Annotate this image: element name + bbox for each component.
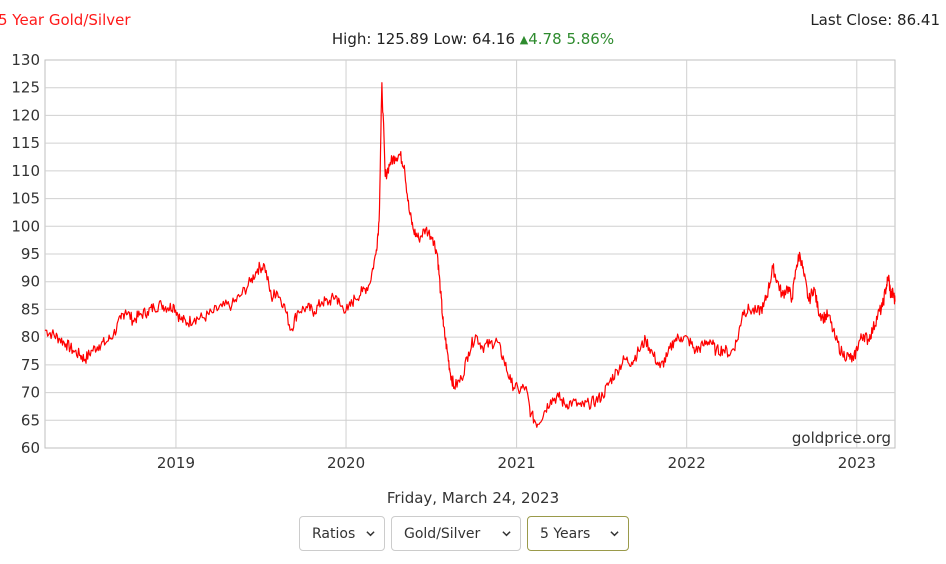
y-tick-label: 70 [21,384,40,402]
period-select-value: 5 Years [540,526,591,542]
x-tick-label: 2020 [327,454,365,472]
x-tick-label: 2019 [157,454,195,472]
chart-title: 5 Year Gold/Silver [0,11,131,29]
y-tick-label: 120 [11,106,40,124]
type-select-value: Ratios [312,526,356,542]
gold-silver-ratio-line [44,82,896,428]
y-tick-label: 85 [21,300,40,318]
type-select[interactable]: Ratios [299,516,385,551]
period-select[interactable]: 5 Years [527,516,629,551]
date-label: Friday, March 24, 2023 [386,489,560,507]
change-percent: 5.86% [566,30,615,48]
x-axis-ticks: 2019 2020 2021 2022 2023 [157,454,876,472]
chevron-down-icon [610,531,619,537]
x-tick-label: 2022 [668,454,706,472]
change-value: 4.78 [528,30,562,48]
y-tick-label: 90 [21,273,40,291]
high-value: 125.89 [376,30,429,48]
x-tick-label: 2023 [838,454,876,472]
chevron-down-icon [366,531,375,537]
y-tick-label: 115 [11,134,40,152]
pair-select[interactable]: Gold/Silver [391,516,521,551]
pair-select-value: Gold/Silver [404,526,481,542]
low-value: 64.16 [472,30,515,48]
chart-grid [44,59,896,449]
up-arrow-icon: ▲ [519,33,529,46]
chevron-down-icon [502,531,511,537]
y-axis-ticks: 60 65 70 75 80 85 90 95 100 105 110 115 120 125 130 [11,51,40,457]
y-tick-label: 95 [21,245,40,263]
y-tick-label: 130 [11,51,40,69]
y-tick-label: 105 [11,190,40,208]
last-close-value: 86.41 [897,11,940,29]
last-close: Last Close: 86.41 [810,11,940,29]
range-stats: High: 125.89 Low: 64.16 ▲4.78 5.86% [0,30,946,48]
last-close-label: Last Close: [810,11,893,29]
y-tick-label: 110 [11,162,40,180]
y-tick-label: 80 [21,328,40,346]
high-label: High: [331,30,372,48]
line-chart: 60 65 70 75 80 85 90 95 100 105 110 115 120 125 130 20… [11,51,896,472]
y-tick-label: 60 [21,439,40,457]
low-label: Low: [433,30,468,48]
y-tick-label: 100 [11,217,40,235]
x-tick-label: 2021 [498,454,536,472]
y-tick-label: 65 [21,411,40,429]
watermark: goldprice.org [792,429,891,447]
y-tick-label: 75 [21,356,40,374]
y-tick-label: 125 [11,79,40,97]
